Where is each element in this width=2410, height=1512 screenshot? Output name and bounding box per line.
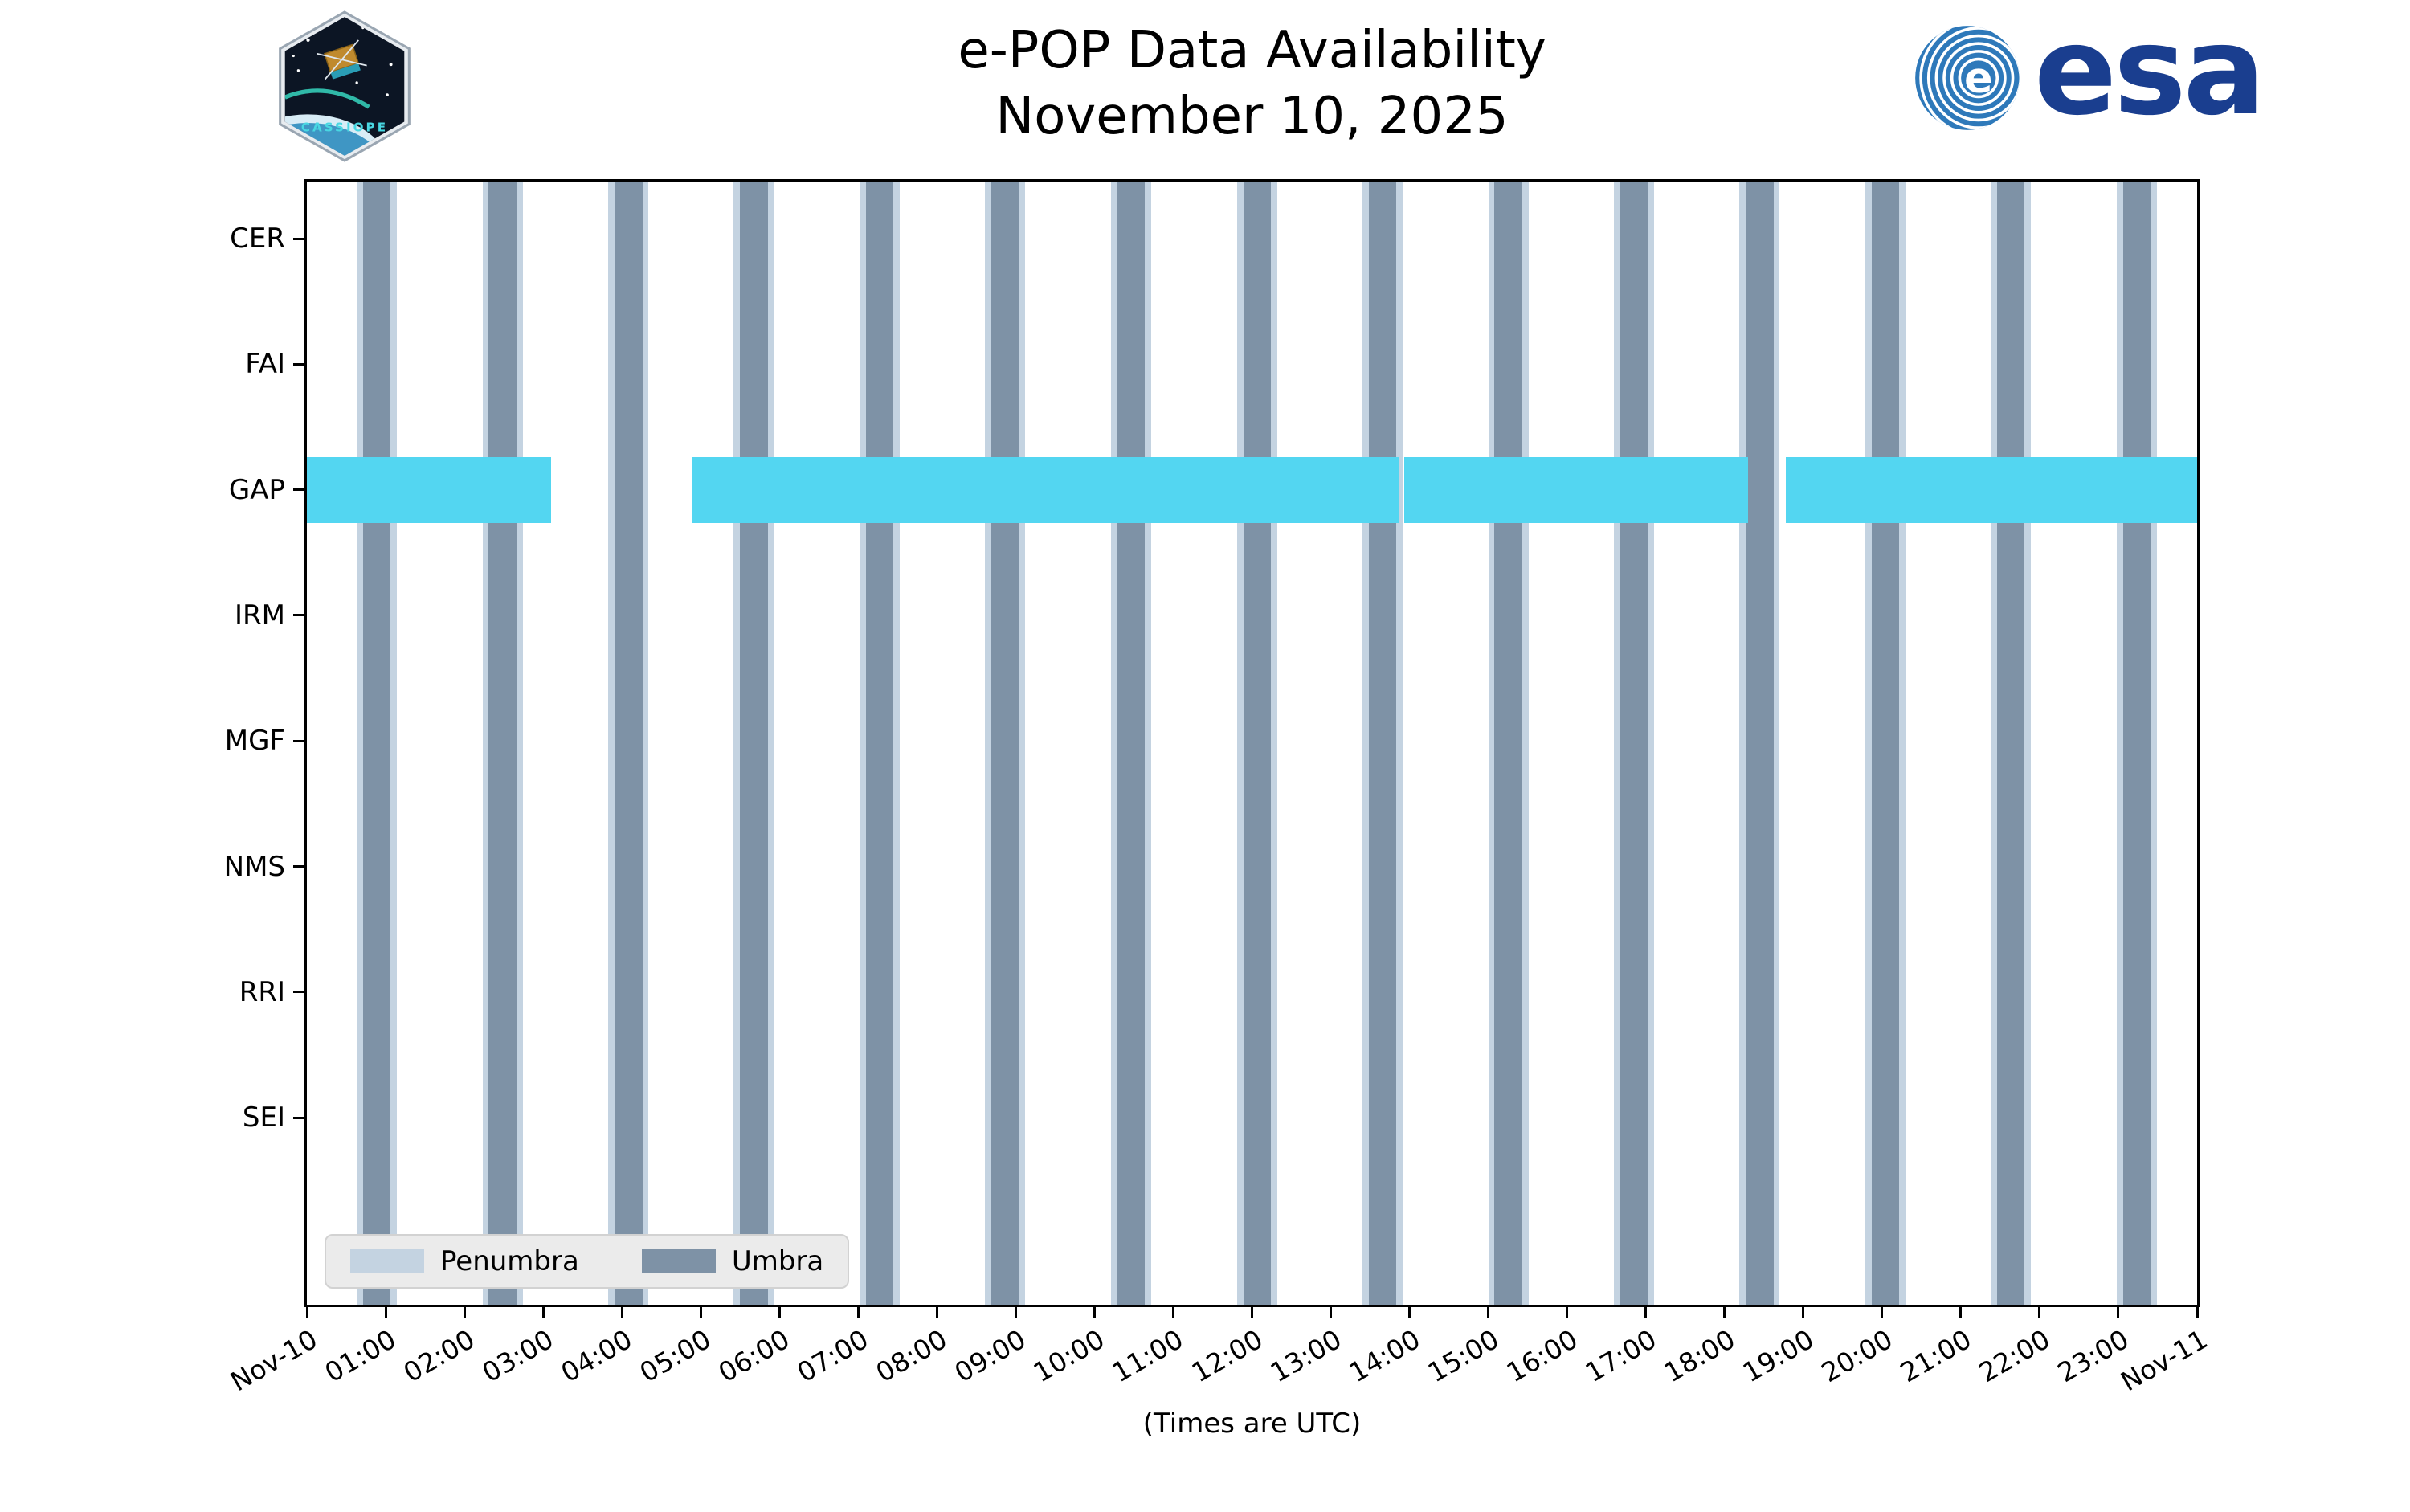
chart-header: e-POP Data Availability November 10, 202… [304,18,2200,149]
plot-area: Penumbra Umbra [304,179,2200,1307]
chart-title: e-POP Data Availability [958,21,1546,80]
umbra-bar [1872,182,1900,1305]
x-tick-mark [1644,1307,1648,1318]
y-tick-label: MGF [224,725,285,758]
x-tick-mark [1487,1307,1490,1318]
legend-swatch-penumbra [350,1249,424,1273]
cassiope-patch-graphic: CASSIOPE [279,10,411,162]
umbra-bar [866,182,894,1305]
umbra-bar [991,182,1019,1305]
umbra-bar [2122,182,2151,1305]
x-tick-mark [2196,1307,2199,1318]
cassiope-patch-label: CASSIOPE [301,121,388,135]
x-tick-mark [1959,1307,1963,1318]
legend-item: Umbra [641,1245,824,1277]
umbra-bar [1494,182,1522,1305]
legend-swatch-umbra [641,1249,716,1273]
legend-label: Umbra [731,1245,824,1277]
x-tick-mark [856,1307,860,1318]
esa-wordmark: esa [2034,0,2265,142]
gap-availability-bar [1403,456,1749,523]
y-tick-mark [293,488,304,492]
x-tick-mark [384,1307,387,1318]
esa-logo: e esa [1912,10,2265,133]
x-tick-mark [620,1307,623,1318]
gap-availability-bar [692,456,1399,523]
legend-item: Penumbra [350,1245,579,1277]
x-tick-mark [1093,1307,1096,1318]
y-tick-mark [293,991,304,994]
y-tick-label: IRM [235,599,285,631]
x-tick-mark [2117,1307,2120,1318]
gap-availability-bar [307,456,551,523]
y-tick-mark [293,865,304,868]
y-tick-mark [293,362,304,366]
umbra-bar [488,182,517,1305]
gap-availability-bar [1786,456,2197,523]
x-tick-mark [1723,1307,1726,1318]
x-tick-mark [463,1307,466,1318]
y-tick-mark [293,739,304,742]
umbra-bar [740,182,768,1305]
umbra-bar [1117,182,1146,1305]
x-tick-mark [778,1307,781,1318]
x-tick-mark [1566,1307,1569,1318]
y-tick-label: NMS [223,850,285,883]
umbra-bar [1368,182,1396,1305]
x-tick-mark [935,1307,938,1318]
y-tick-mark [293,614,304,617]
legend-label: Penumbra [440,1245,579,1277]
x-tick-mark [305,1307,308,1318]
x-tick-mark [1251,1307,1253,1318]
umbra-bar [1620,182,1648,1305]
x-tick-mark [699,1307,702,1318]
y-tick-label: SEI [242,1101,285,1134]
umbra-bar [1746,182,1774,1305]
x-tick-mark [1330,1307,1333,1318]
x-axis-label: (Times are UTC) [1142,1408,1362,1440]
chart-subtitle: November 10, 2025 [995,87,1509,146]
x-tick-mark [1014,1307,1017,1318]
y-tick-label: CER [230,223,285,255]
y-tick-mark [293,1116,304,1119]
x-tick-mark [1802,1307,1805,1318]
y-tick-label: GAP [228,473,285,506]
chart-legend: Penumbra Umbra [325,1234,850,1289]
esa-emblem-icon: e [1915,26,2020,130]
umbra-bar [1996,182,2025,1305]
umbra-bar [615,182,643,1305]
y-tick-label: FAI [245,348,285,381]
x-tick-mark [2038,1307,2041,1318]
x-tick-mark [1881,1307,1884,1318]
svg-text:e: e [1964,54,1993,103]
cassiope-mission-patch: CASSIOPE [272,10,418,166]
y-tick-label: RRI [239,975,285,1008]
x-tick-mark [541,1307,545,1318]
x-tick-mark [1171,1307,1174,1318]
y-tick-mark [293,237,304,240]
x-tick-mark [1408,1307,1411,1318]
umbra-bar [1243,182,1272,1305]
umbra-bar [362,182,390,1305]
